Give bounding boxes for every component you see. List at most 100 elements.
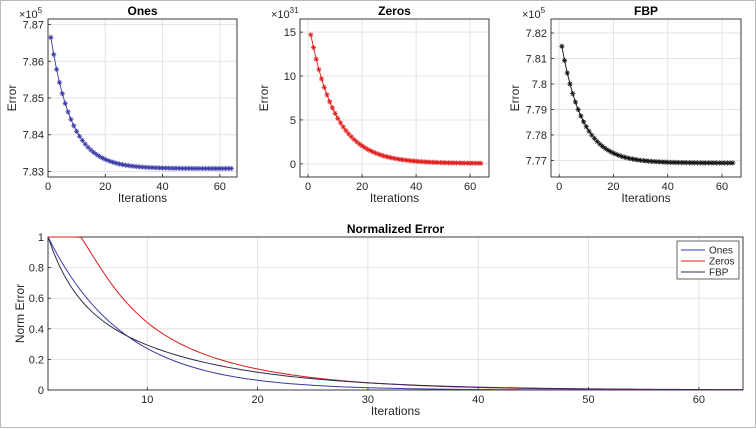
y-exponent-label: ×105: [522, 6, 546, 21]
legend-box: [676, 240, 740, 280]
asterisk-stroke: [91, 150, 96, 155]
series-line-fbp: [47, 236, 744, 391]
asterisk-stroke: [71, 123, 76, 128]
asterisk-stroke: [376, 151, 381, 157]
data-point: [128, 163, 134, 169]
data-point: [316, 66, 322, 73]
y-tick-label: 10: [284, 71, 296, 83]
plot-frame: [550, 18, 742, 178]
x-tick-label: 40: [410, 181, 422, 193]
subplot-0: 0 20 40 60 7.83 7.84 7.85 7.86 7.87 Ones Iteration…: [5, 4, 238, 205]
asterisk-stroke: [97, 154, 102, 159]
asterisk-stroke: [63, 101, 68, 106]
asterisk-stroke: [608, 149, 613, 154]
data-point: [397, 156, 403, 162]
asterisk-stroke: [338, 120, 343, 125]
data-point: [105, 157, 111, 164]
asterisk-stroke: [581, 119, 586, 124]
x-tick-label: 20: [99, 181, 111, 193]
y-exponent-power: 5: [541, 6, 546, 15]
plot-frame: [299, 18, 490, 178]
data-point: [327, 99, 333, 105]
data-point: [567, 81, 573, 87]
asterisk-stroke: [319, 76, 324, 82]
asterisk-stroke: [68, 117, 74, 122]
y-tick-label: 0.8: [29, 263, 44, 275]
data-point: [583, 124, 589, 130]
x-tick-label: 50: [582, 394, 594, 406]
data-point: [359, 143, 365, 149]
y-tick-label: 0: [38, 385, 44, 397]
asterisk-stroke: [597, 141, 602, 147]
asterisk-stroke: [83, 141, 88, 147]
y-tick-label: 7.81: [526, 54, 547, 66]
x-tick-label: 0: [556, 181, 562, 193]
y-tick-label: 7.82: [526, 28, 547, 40]
y-tick-label: 0: [290, 159, 296, 171]
asterisk-stroke: [359, 143, 365, 149]
asterisk-stroke: [616, 153, 621, 158]
data-point: [570, 90, 576, 97]
asterisk-stroke: [578, 113, 583, 119]
y-exponent-base: ×10: [19, 9, 38, 21]
asterisk-stroke: [365, 147, 370, 152]
asterisk-stroke: [605, 148, 611, 153]
data-point: [575, 106, 581, 113]
data-point: [313, 56, 319, 62]
asterisk-stroke: [573, 99, 578, 105]
data-point: [356, 141, 362, 147]
data-point: [329, 105, 335, 111]
chart-title: Normalized Error: [347, 222, 445, 236]
y-tick-label: 7.87: [23, 20, 44, 32]
x-tick-label: 20: [356, 181, 368, 193]
data-point: [602, 145, 608, 152]
asterisk-stroke: [565, 70, 570, 76]
asterisk-stroke: [584, 124, 589, 129]
asterisk-stroke: [614, 152, 619, 157]
y-tick-label: 7.83: [23, 166, 44, 178]
data-point: [68, 116, 74, 122]
y-axis-label: Error: [5, 85, 19, 112]
x-axis-label: Iterations: [371, 404, 420, 418]
y-tick-label: 7.78: [526, 130, 547, 142]
plot-area: [551, 19, 741, 177]
y-exponent-label: ×105: [19, 6, 43, 21]
data-point: [578, 113, 584, 119]
asterisk-stroke: [106, 158, 111, 163]
series-line-ones: [47, 236, 743, 391]
asterisk-stroke: [611, 151, 616, 156]
data-point: [310, 45, 317, 51]
x-tick-label: 20: [607, 181, 619, 193]
data-point: [343, 127, 349, 134]
asterisk-stroke: [589, 132, 594, 138]
asterisk-stroke: [562, 58, 567, 63]
data-point: [564, 70, 570, 76]
legend-label: Zeros: [709, 257, 735, 268]
asterisk-stroke: [362, 145, 367, 150]
asterisk-stroke: [85, 145, 91, 150]
data-point: [561, 57, 568, 64]
x-tick-label: 30: [362, 394, 374, 406]
data-point: [589, 132, 595, 138]
asterisk-stroke: [100, 155, 105, 161]
data-point: [324, 92, 330, 98]
asterisk-stroke: [357, 141, 362, 147]
asterisk-stroke: [57, 80, 62, 85]
asterisk-stroke: [111, 160, 116, 165]
asterisk-stroke: [229, 166, 234, 171]
asterisk-stroke: [603, 146, 608, 151]
y-tick-label: 7.84: [23, 130, 44, 142]
data-point: [586, 128, 592, 134]
asterisk-stroke: [349, 134, 354, 139]
data-point: [730, 160, 736, 166]
y-tick-label: 7.85: [23, 93, 44, 105]
plot-frame: [47, 236, 744, 391]
data-point: [79, 137, 85, 144]
asterisk-stroke: [373, 150, 378, 156]
x-axis-label: Iterations: [118, 191, 167, 205]
data-point: [332, 110, 338, 117]
asterisk-stroke: [332, 111, 338, 116]
y-tick-label: 7.79: [526, 104, 547, 116]
data-point: [74, 128, 80, 134]
